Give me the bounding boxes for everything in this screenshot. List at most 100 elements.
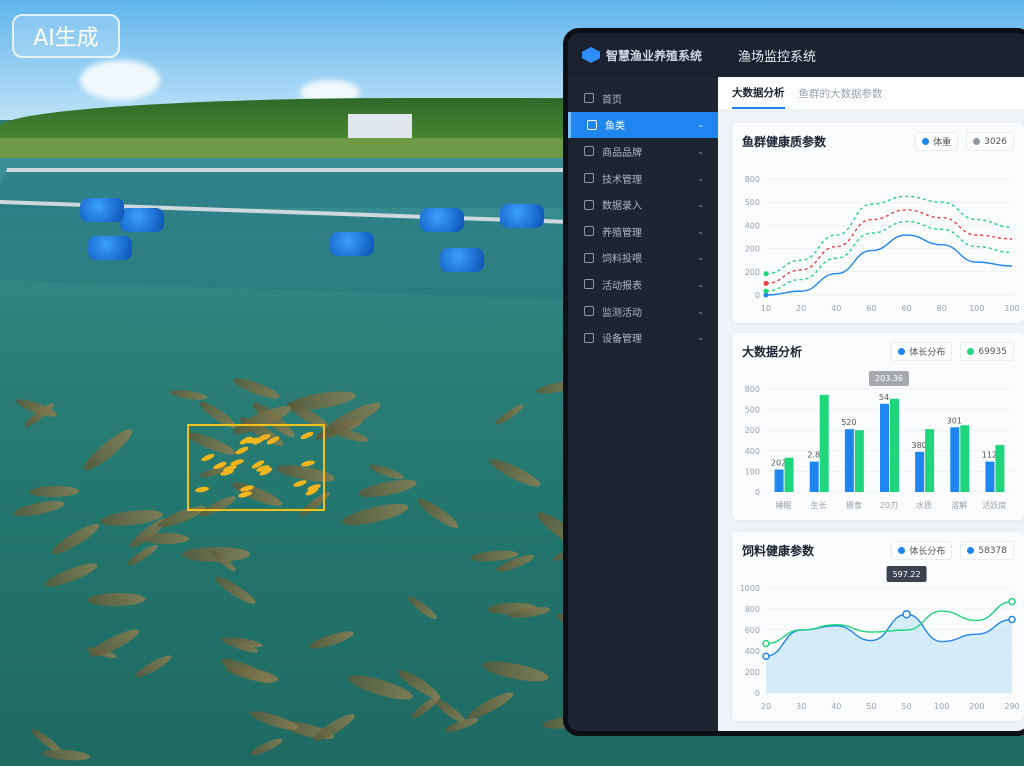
bar-value-label: 202 [771,459,786,468]
legend-item[interactable]: 体长分布 [891,541,953,560]
legend: 体重 3026 [915,132,1014,151]
bar [844,429,854,492]
database-icon [584,199,594,210]
x-tick-label: 摄食 [846,500,862,510]
legend-item[interactable]: 69935 [960,342,1014,361]
box-icon [584,146,594,157]
building [348,114,412,142]
x-tick-label: 80 [937,304,947,313]
y-tick-label: 200 [745,245,760,254]
series-line [765,209,1013,285]
main-content: 大数据分析 鱼群的大数据参数 鱼群健康质参数 体重 3026 0 200 200 400 50… [718,77,1024,731]
x-tick-label: 生长 [811,500,827,510]
tab-big-data[interactable]: 大数据分析 [732,77,785,109]
legend-item[interactable]: 体重 [915,132,959,151]
sidebar-item-label: 活动报表 [602,280,642,292]
y-tick-label: 800 [745,175,760,184]
chevron-down-icon: ⌄ [697,120,704,130]
ai-generated-badge: AI生成 [12,14,120,58]
sidebar-item-label: 监测活动 [602,307,642,319]
sidebar-item[interactable]: 首页 [568,85,718,112]
y-tick-label: 500 [745,198,760,207]
chart-card-bars: 大数据分析 体长分布 69935 0 100 400 200 500 800 睡眠 生长 摄食 20刀 水… [732,333,1024,520]
dashboard-panel: 智慧渔业养殖系统 渔场监控系统 首页 鱼类 ⌄ 商品品牌 ⌄ 技术管理 ⌄ 数据录入 ⌄ 养殖管理… [563,28,1024,736]
y-tick-label: 0 [755,488,760,497]
tab-fish-params[interactable]: 鱼群的大数据参数 [798,87,883,100]
bar-value-label: 301 [947,416,962,425]
y-tick-label: 400 [745,447,760,456]
logo-icon [582,47,600,63]
pen-float [420,208,464,232]
x-tick-label: 40 [831,702,841,711]
eye-icon [584,173,594,184]
x-tick-label: 10 [761,304,771,313]
legend-item[interactable]: 58378 [960,541,1014,560]
page-title: 渔场监控系统 [738,49,817,65]
bar [995,444,1005,492]
sidebar-item-label: 养殖管理 [602,227,642,239]
pen-float [500,204,544,228]
monitor-icon [584,306,594,317]
sidebar-item[interactable]: 监测活动 ⌄ [568,298,718,325]
sidebar-item[interactable]: 活动报表 ⌄ [568,271,718,298]
legend-dot [967,547,975,554]
chevron-down-icon: ⌄ [697,253,704,263]
legend-label: 3026 [984,136,1007,147]
bar [960,425,970,492]
chart-svg: 0 100 400 200 500 800 睡眠 生长 摄食 20刀 水质 溶解 活跃度 202 2.8 52… [745,371,1012,510]
sidebar-item[interactable]: 养殖管理 ⌄ [568,218,718,245]
settings-icon [584,332,594,343]
series-line [765,195,1013,275]
legend-item[interactable]: 体长分布 [891,342,953,361]
sidebar-item[interactable]: 技术管理 ⌄ [568,165,718,192]
bar-value-label: 2.8 [807,451,820,460]
legend-label: 69935 [978,346,1007,357]
cloud [80,60,160,100]
data-point [762,652,770,660]
chevron-down-icon: ⌄ [697,279,704,289]
legend-label: 体长分布 [909,348,946,358]
chart-title: 鱼群健康质参数 [742,135,827,149]
bar [985,461,995,492]
y-tick-label: 0 [755,291,760,300]
data-point [763,280,769,286]
x-tick-label: 20刀 [880,501,898,510]
data-point [763,271,769,277]
sidebar-item[interactable]: 设备管理 ⌄ [568,324,718,351]
legend-dot [973,138,981,145]
bar-value-label: 520 [841,418,856,427]
tooltip-text: 203.36 [875,374,903,383]
pen-float [88,236,132,260]
y-tick-label: 200 [745,426,760,435]
legend-label: 58378 [978,545,1007,556]
y-tick-label: 1000 [740,584,760,593]
chart-svg: 0 200 200 400 500 800 10 20 40 60 60 80 100 100 [745,175,1020,313]
data-point [1008,615,1016,624]
y-tick-label: 600 [745,626,760,635]
x-tick-label: 活跃度 [982,500,1006,510]
sidebar-item[interactable]: 鱼类 ⌄ [568,111,718,139]
x-tick-label: 200 [969,702,984,711]
sidebar-item-label: 首页 [602,94,622,106]
x-tick-label: 100 [1004,304,1019,313]
sidebar-item-label: 商品品牌 [602,147,642,159]
sidebar-item-label: 设备管理 [602,334,642,346]
sidebar-item[interactable]: 商品品牌 ⌄ [568,138,718,165]
chevron-down-icon: ⌄ [697,173,704,183]
chevron-down-icon: ⌄ [697,306,704,316]
legend-label: 体重 [933,138,952,148]
chevron-down-icon: ⌄ [697,200,704,210]
tooltip-text: 597.22 [893,570,921,579]
bar [890,398,899,492]
legend: 体长分布 69935 [891,342,1014,361]
sidebar-item[interactable]: 数据录入 ⌄ [568,191,718,218]
report-icon [584,279,594,290]
legend-item[interactable]: 3026 [966,132,1014,151]
bar [950,427,960,492]
sidebar-item[interactable]: 饲料投喂 ⌄ [568,245,718,272]
bar-value-label: 112 [982,451,997,460]
x-tick-label: 20 [796,304,806,313]
series-line [765,600,1013,645]
pen-float [440,248,484,272]
bar [819,394,829,492]
